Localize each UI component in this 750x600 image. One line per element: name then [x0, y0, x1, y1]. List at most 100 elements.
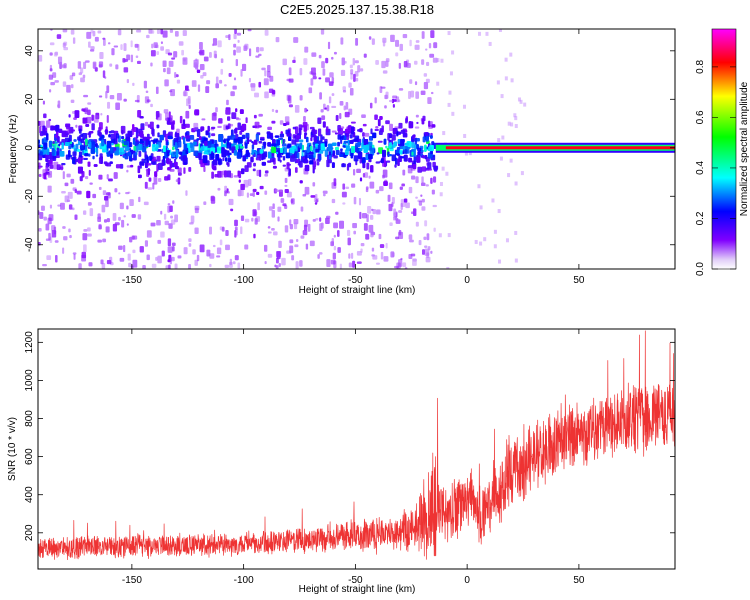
spectrogram-cell — [151, 263, 157, 268]
spectrogram-cell — [189, 134, 195, 140]
spectrogram-cell — [101, 262, 106, 269]
spectrogram-cell — [212, 244, 216, 248]
spectrogram-cell — [82, 117, 88, 124]
spectrogram-cell — [514, 181, 518, 186]
spectrogram-cell — [271, 210, 275, 218]
spectrogram-cell — [177, 255, 182, 259]
spectrogram-cell — [39, 120, 45, 127]
spectrogram-cell — [43, 113, 47, 119]
spectrogram-cell — [179, 115, 183, 124]
spectrogram-cell — [387, 194, 391, 202]
carrier-line-core — [445, 146, 675, 150]
spectrogram-cell — [74, 189, 77, 193]
spectrogram-cell — [375, 115, 378, 118]
spectrogram-cell — [432, 204, 437, 208]
spectrogram-cell — [337, 134, 342, 140]
spectrogram-cell — [122, 155, 127, 158]
spectrogram-cell — [251, 217, 254, 222]
spectrogram-cell — [163, 213, 167, 220]
spectrogram-cell — [404, 142, 410, 146]
spectrogram-cell — [430, 30, 435, 38]
spectrogram-cell — [423, 73, 428, 77]
spectrogram-cell — [251, 144, 255, 150]
spectrogram-cell — [156, 155, 161, 162]
spectrogram-cell — [343, 105, 346, 111]
spectrogram-cell — [411, 175, 416, 180]
spectrogram-cell — [173, 161, 178, 168]
spectrogram-cell — [213, 50, 217, 58]
spectrogram-cell — [55, 124, 60, 132]
spectrogram-cell — [132, 124, 135, 131]
spectrogram-cell — [351, 252, 354, 259]
spectrogram-cell — [427, 168, 433, 171]
spectrogram-cell — [64, 141, 70, 147]
spectrogram-cell — [346, 163, 350, 171]
spectrogram-cell — [102, 37, 106, 40]
spectrogram-cell — [152, 139, 158, 143]
spectrogram-cell — [245, 117, 248, 124]
spectrogram-cell — [234, 255, 239, 261]
spectrogram-cell — [77, 136, 81, 141]
spectrogram-cell — [79, 145, 84, 149]
spectrogram-cell — [249, 48, 252, 57]
spectrogram-cell — [61, 130, 67, 138]
spectrogram-cell — [401, 183, 405, 187]
spectrogram-cell — [350, 146, 356, 154]
spectrogram-cell — [377, 119, 381, 127]
spectrogram-cell — [421, 118, 425, 125]
spectrogram-cell — [236, 32, 242, 36]
spectrogram-cell — [183, 247, 188, 255]
spectrogram-cell — [385, 120, 390, 125]
spectrogram-cell — [155, 256, 158, 261]
spectrogram-cell — [259, 149, 264, 154]
spectrogram-cell — [328, 143, 333, 152]
spectrogram-cell — [350, 72, 353, 80]
spectrogram-cell — [392, 95, 398, 99]
spectrogram-cell — [267, 231, 272, 234]
spectrogram-cell — [388, 182, 393, 190]
spectrogram-cell — [126, 169, 129, 173]
spectrogram-cell — [271, 227, 275, 231]
spectrogram-cell — [240, 69, 243, 77]
snr-y-axis: 200 400 600 800 1000 1200 — [24, 331, 675, 541]
spectrogram-cell — [301, 145, 304, 151]
spectrogram-cell — [106, 174, 109, 180]
spectrogram-cell — [422, 154, 425, 159]
spectrogram-cell — [318, 252, 323, 255]
spectrogram-cell — [144, 121, 149, 127]
spectrogram-cell — [307, 223, 311, 232]
spectrogram-cell — [352, 260, 356, 268]
spectrogram-cell — [425, 48, 428, 51]
spectrogram-cell — [113, 172, 118, 179]
spectrogram-cell — [138, 144, 143, 151]
spectrogram-cell — [412, 258, 417, 266]
spectrogram-cell — [190, 144, 195, 153]
spectrogram-cell — [293, 222, 298, 230]
spectrogram-cell — [283, 147, 287, 155]
spectrogram-cell — [375, 161, 381, 164]
spectrogram-cell — [363, 223, 368, 231]
spectrogram-cell — [223, 170, 228, 178]
spectrogram-cell — [415, 221, 419, 227]
spectrogram-cell — [369, 158, 372, 163]
spectrogram-cell — [325, 57, 329, 64]
spectrogram-cell — [324, 149, 329, 157]
spectrogram-cell — [171, 146, 175, 151]
spectrogram-cell — [369, 102, 373, 109]
spectrogram-cell — [85, 138, 88, 146]
spectrogram-cell — [134, 99, 140, 103]
spectrogram-cell — [255, 55, 260, 58]
spectrogram-cell — [240, 215, 245, 221]
spectrogram-cell — [399, 43, 403, 51]
spectrogram-cell — [280, 131, 283, 134]
spectrogram-cell — [278, 240, 282, 249]
spectrogram-cell — [47, 173, 51, 176]
spectrogram-cell — [237, 262, 241, 269]
spectrogram-cell — [146, 99, 151, 103]
spectrogram-cell — [225, 244, 230, 251]
spectrogram-cell — [174, 132, 180, 138]
spectrogram-cell — [134, 141, 140, 147]
spectrogram-cell — [359, 211, 362, 220]
spectrogram-y-axis: -40 -20 0 20 40 — [24, 45, 675, 252]
